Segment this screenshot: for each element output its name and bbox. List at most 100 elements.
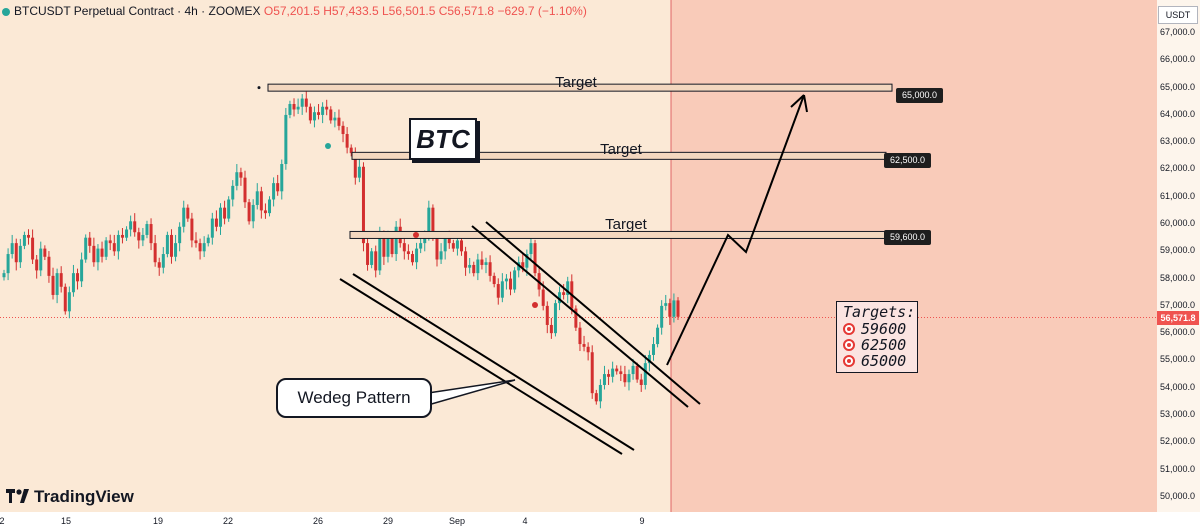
time-tick-label: 2 <box>0 516 5 526</box>
candle-body <box>235 172 239 186</box>
candle-body <box>492 275 496 285</box>
price-tick-label: 60,000.0 <box>1160 218 1196 229</box>
candle-body <box>431 207 435 238</box>
candle-body <box>651 344 655 355</box>
candle-body <box>63 286 67 312</box>
candle-body <box>374 251 378 271</box>
candle-body <box>243 177 247 203</box>
candle-body <box>439 251 443 260</box>
candle-body <box>300 98 304 107</box>
candle-body <box>455 240 459 249</box>
candle-body <box>96 248 100 263</box>
candle-body <box>308 106 312 121</box>
price-tick-label: 57,000.0 <box>1160 299 1196 310</box>
candle-body <box>161 254 165 268</box>
candle-body <box>169 234 173 257</box>
candle-body <box>80 259 84 282</box>
target-value-2: 62500 <box>861 336 907 354</box>
wedge-lower-line-outer <box>339 278 623 455</box>
candle-body <box>141 234 145 241</box>
candle-body <box>153 243 157 263</box>
candle-body <box>427 207 431 235</box>
price-tick-label: 55,000.0 <box>1160 354 1196 365</box>
candle-body <box>509 278 513 290</box>
target-icon <box>843 339 855 351</box>
candle-body <box>125 229 129 238</box>
candle-body <box>406 251 410 255</box>
price-tick-label: 58,000.0 <box>1160 272 1196 283</box>
projection-zone <box>671 0 1157 512</box>
candle-body <box>504 278 508 282</box>
candle-body <box>635 365 639 380</box>
currency-unit-button[interactable]: USDT <box>1158 6 1198 24</box>
candle-body <box>410 254 414 263</box>
candle-body <box>39 248 43 271</box>
candle-body <box>251 204 255 222</box>
candle-body <box>55 273 59 295</box>
brand-name: TradingView <box>34 487 134 506</box>
candle-body <box>22 234 26 246</box>
candle-body <box>631 365 635 375</box>
candle-body <box>14 243 18 263</box>
price-tick-label: 67,000.0 <box>1160 27 1196 38</box>
time-tick-label: 26 <box>312 516 324 526</box>
candle-body <box>390 237 394 255</box>
time-axis[interactable]: 2 15 19 22 26 29 Sep 4 9 <box>0 512 1200 530</box>
candle-body <box>472 264 476 274</box>
candle-body <box>615 368 619 372</box>
price-box-59600: 59,600.0 <box>884 230 932 245</box>
candle-body <box>394 226 398 255</box>
candle-body <box>460 240 464 252</box>
candle-body <box>116 234 120 252</box>
candle-body <box>108 240 112 244</box>
candle-body <box>496 284 500 298</box>
candle-body <box>2 273 6 278</box>
candle-body <box>145 224 149 235</box>
candle-body <box>71 273 75 293</box>
signal-dot <box>532 302 538 308</box>
candle-body <box>247 202 251 222</box>
target-value-3: 65000 <box>861 352 907 370</box>
candle-body <box>280 164 284 192</box>
candle-body <box>88 237 92 246</box>
candle-body <box>317 112 321 115</box>
time-tick-label: 29 <box>382 516 394 526</box>
candle-body <box>643 363 647 385</box>
time-tick-label: 22 <box>222 516 234 526</box>
candle-body <box>304 98 308 107</box>
time-tick-label: 15 <box>60 516 72 526</box>
candle-body <box>627 374 631 383</box>
projection-path <box>666 94 805 366</box>
candle-body <box>194 240 198 244</box>
candle-body <box>533 243 537 274</box>
symbol-title[interactable]: BTCUSDT Perpetual Contract · 4h · ZOOMEX <box>14 4 261 18</box>
candle-body <box>447 237 451 244</box>
candle-body <box>594 393 598 402</box>
candle-body <box>186 207 190 219</box>
candle-body <box>35 259 39 271</box>
candle-body <box>598 384 602 402</box>
candle-body <box>165 234 169 255</box>
candle-body <box>574 308 578 328</box>
price-tick-label: 51,000.0 <box>1160 463 1196 474</box>
candle-body <box>214 218 218 227</box>
candle-body <box>345 134 349 148</box>
candle-body <box>513 270 517 290</box>
candle-body <box>333 117 337 121</box>
candle-body <box>325 106 329 110</box>
candle-body <box>382 234 386 257</box>
candle-body <box>402 243 406 252</box>
candle-body <box>10 243 14 255</box>
candle-body <box>268 199 272 214</box>
target-icon <box>843 355 855 367</box>
candle-body <box>525 254 529 268</box>
candle-body <box>521 262 525 268</box>
candle-body <box>549 324 553 334</box>
candle-body <box>231 185 235 200</box>
tradingview-logo[interactable]: TradingView <box>6 487 134 507</box>
candle-body <box>51 275 55 295</box>
candle-body <box>541 289 545 306</box>
candle-body <box>263 210 267 214</box>
close-value: C56,571.8 <box>438 4 495 18</box>
